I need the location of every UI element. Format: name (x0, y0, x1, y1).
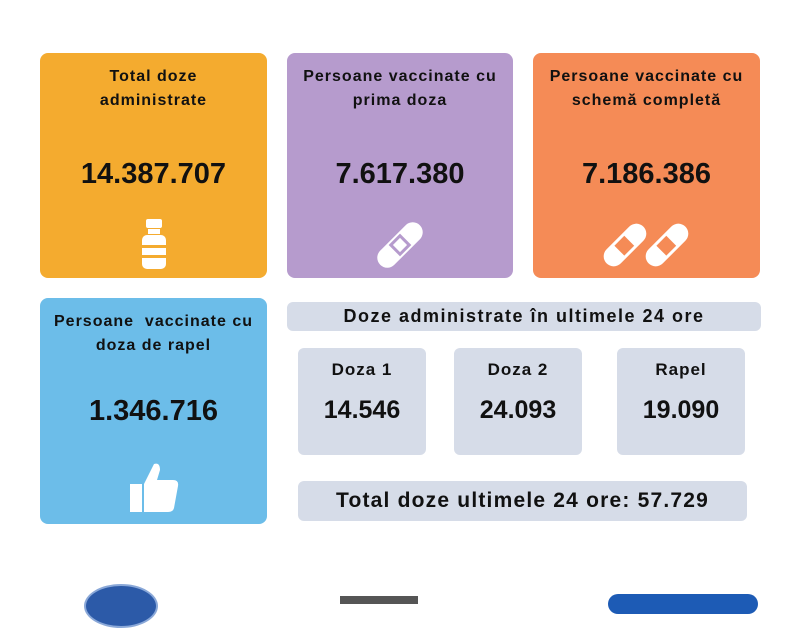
blue-logo (608, 594, 758, 614)
dose-value: 19.090 (642, 396, 720, 424)
dose1-box: Doza 1 14.546 (298, 348, 426, 455)
dose-value: 14.546 (323, 396, 401, 424)
dose-value: 24.093 (479, 396, 557, 424)
dose-label: Doza 2 (487, 360, 549, 379)
vaccine-vial-icon (40, 217, 267, 277)
bandage-icon (287, 215, 513, 280)
card-value: 1.346.716 (88, 395, 218, 427)
card-title: Total doze administrate (99, 68, 208, 109)
double-bandage-icon (533, 215, 760, 280)
dose2-box: Doza 2 24.093 (454, 348, 582, 455)
card-title: Persoane vaccinate cu doza de rapel (54, 313, 259, 354)
dose-label: Rapel (655, 360, 707, 379)
logo-placeholder (340, 596, 418, 604)
last24-total: Total doze ultimele 24 ore: 57.729 (298, 481, 747, 521)
last24-heading: Doze administrate în ultimele 24 ore (287, 302, 761, 331)
booster-box: Rapel 19.090 (617, 348, 745, 455)
card-booster: Persoane vaccinate cu doza de rapel 1.34… (40, 298, 267, 524)
card-value: 7.186.386 (581, 158, 711, 190)
dose-label: Doza 1 (331, 360, 393, 379)
card-value: 14.387.707 (80, 158, 227, 190)
card-title: Persoane vaccinate cu prima doza (303, 68, 497, 109)
card-value: 7.617.380 (335, 158, 465, 190)
card-total-doses: Total doze administrate 14.387.707 (40, 53, 267, 278)
thumbs-up-icon (40, 458, 267, 521)
card-title: Persoane vaccinate cu schemă completă (549, 68, 744, 109)
card-full-scheme: Persoane vaccinate cu schemă completă 7.… (533, 53, 760, 278)
government-logo (84, 584, 158, 628)
card-first-dose: Persoane vaccinate cu prima doza 7.617.3… (287, 53, 513, 278)
